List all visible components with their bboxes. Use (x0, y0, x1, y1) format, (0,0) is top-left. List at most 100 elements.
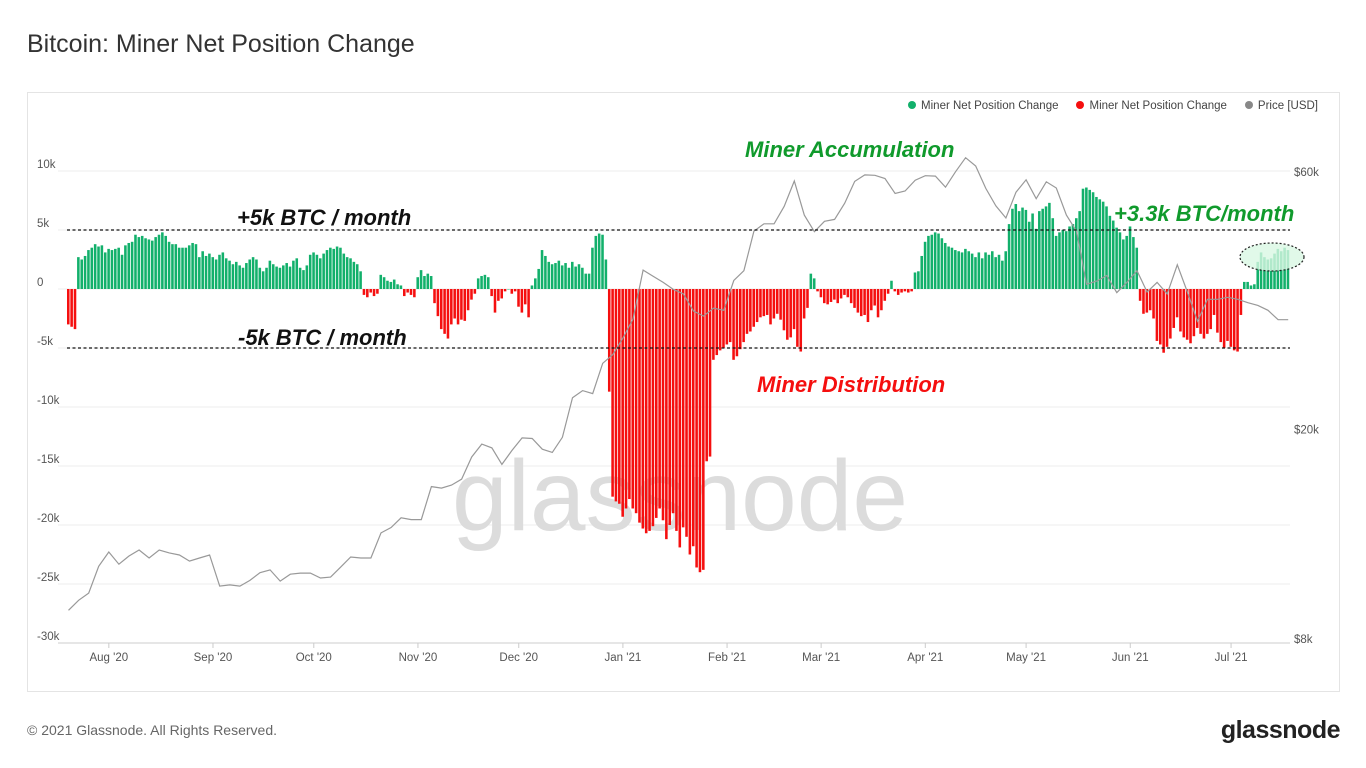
bar-negative (802, 289, 806, 319)
bar-positive (177, 247, 181, 289)
bar-positive (930, 234, 934, 289)
bar-positive (984, 252, 987, 289)
y-right-tick-label: $8k (1294, 634, 1313, 646)
bar-positive (530, 285, 534, 289)
y-left-tick-label: -10k (37, 395, 60, 407)
bar-positive (224, 258, 228, 289)
bar-positive (248, 259, 251, 289)
bar-positive (258, 267, 262, 289)
bar-positive (1071, 224, 1075, 289)
bar-positive (567, 267, 571, 289)
bar-negative (433, 289, 436, 304)
bar-positive (359, 271, 362, 289)
bar-positive (557, 260, 561, 289)
bar-positive (114, 248, 117, 289)
bar-negative (1232, 289, 1236, 351)
bar-positive (167, 241, 171, 289)
x-tick-label: Nov '20 (399, 652, 438, 664)
bar-positive (298, 267, 302, 289)
bar-positive (890, 280, 893, 289)
bar-positive (308, 254, 312, 289)
bar-positive (564, 263, 567, 289)
bar-positive (302, 270, 305, 289)
bar-positive (90, 247, 94, 289)
bar-negative (1212, 289, 1216, 315)
copyright: © 2021 Glassnode. All Rights Reserved. (27, 722, 278, 738)
bar-positive (987, 254, 991, 289)
bar-positive (967, 251, 971, 289)
bar-negative (732, 289, 735, 360)
bar-negative (513, 289, 517, 292)
bar-negative (1216, 289, 1219, 333)
bar-positive (574, 266, 577, 289)
bar-negative (1159, 289, 1162, 345)
chart-panel (27, 92, 1340, 692)
bar-positive (809, 273, 813, 289)
bar-positive (1021, 207, 1024, 289)
bar-negative (1162, 289, 1165, 353)
x-tick-label: Aug '20 (89, 652, 128, 664)
bar-positive (127, 242, 131, 289)
bar-positive (194, 244, 198, 289)
bar-positive (587, 273, 591, 289)
bar-positive (349, 258, 352, 289)
legend-item-positive[interactable]: Miner Net Position Change (908, 100, 1058, 112)
bar-positive (1105, 206, 1108, 289)
bar-positive (991, 251, 994, 289)
bar-positive (201, 251, 204, 289)
bar-positive (534, 278, 537, 289)
bar-negative (607, 289, 611, 392)
bar-negative (863, 289, 866, 315)
bar-positive (332, 248, 335, 289)
bar-negative (641, 289, 645, 529)
bar-positive (964, 248, 967, 289)
bar-positive (245, 263, 248, 289)
bar-positive (77, 257, 80, 289)
bar-negative (1222, 289, 1226, 348)
legend-item-price[interactable]: Price [USD] (1244, 100, 1318, 112)
bar-positive (1101, 201, 1105, 289)
legend-dot-icon (908, 100, 917, 109)
bar-positive (255, 259, 258, 289)
bar-positive (221, 252, 225, 289)
bar-negative (759, 289, 762, 318)
bar-negative (886, 289, 890, 294)
bar-negative (527, 289, 530, 318)
bar-negative (655, 289, 658, 518)
bar-negative (880, 289, 883, 311)
x-tick-label: May '21 (1006, 652, 1046, 664)
bar-positive (134, 234, 137, 289)
bar-positive (1273, 253, 1276, 289)
bar-positive (1098, 199, 1102, 289)
bar-positive (1256, 261, 1259, 289)
bar-positive (288, 266, 292, 289)
bar-positive (137, 237, 141, 289)
bar-positive (1024, 209, 1028, 289)
bar-negative (631, 289, 635, 509)
bar-positive (1115, 227, 1118, 289)
legend-item-negative[interactable]: Miner Net Position Change (1076, 100, 1227, 112)
bar-negative (446, 289, 450, 339)
bar-negative (1189, 289, 1192, 344)
bar-positive (597, 233, 601, 289)
bar-negative (1226, 289, 1229, 341)
page-title: Bitcoin: Miner Net Position Change (27, 30, 415, 58)
bar-positive (278, 267, 282, 289)
bar-negative (836, 289, 839, 304)
bar-negative (366, 289, 369, 298)
bar-positive (1246, 281, 1249, 289)
bar-positive (157, 234, 161, 289)
bar-positive (386, 280, 389, 289)
bar-positive (325, 250, 329, 289)
bar-negative (450, 289, 453, 325)
bar-positive (1135, 247, 1139, 289)
y-left-tick-label: 5k (37, 218, 49, 230)
bar-positive (1253, 284, 1256, 289)
bar-negative (1152, 289, 1155, 319)
bar-positive (923, 241, 927, 289)
bar-positive (1064, 231, 1068, 289)
bar-positive (335, 246, 339, 289)
bar-negative (755, 289, 759, 323)
bar-positive (181, 247, 184, 289)
bar-positive (812, 278, 816, 289)
